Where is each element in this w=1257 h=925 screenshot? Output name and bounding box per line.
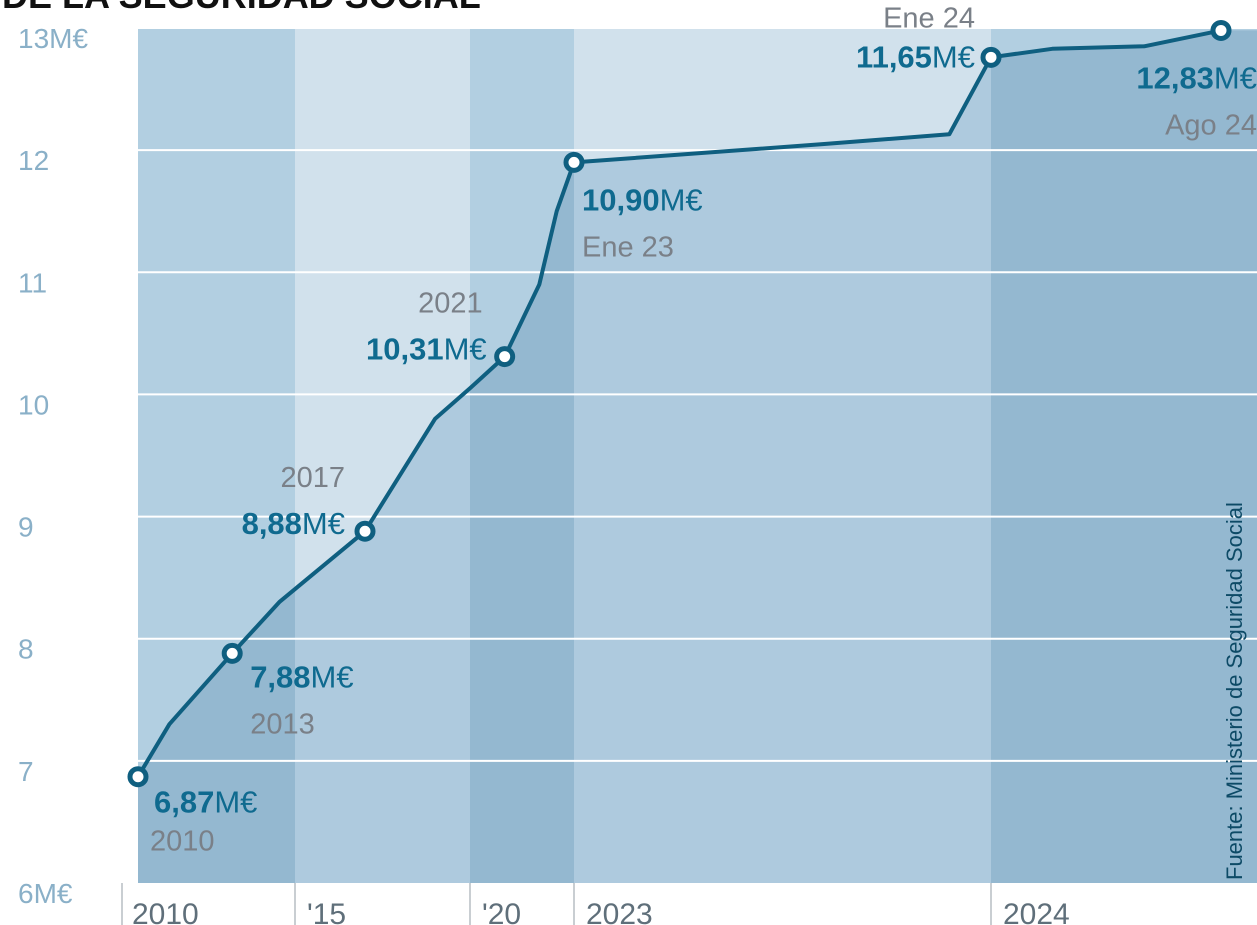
value-label: 7,88M€ [250,659,353,694]
value-label-number: 8,88 [242,506,302,541]
data-points [127,19,1232,788]
series-line [136,28,1222,778]
value-label-unit: M€ [311,659,354,694]
date-label: Ene 24 [883,2,975,34]
y-tick-label: 11 [18,267,47,298]
y-tick-label: 9 [18,512,34,543]
value-label-number: 6,87 [154,785,214,820]
x-tick-label: 2023 [586,898,653,925]
value-label: 10,90M€ [582,182,703,217]
area-fill-2024 [991,30,1257,883]
date-label: Ago 24 [1165,109,1257,141]
y-tick-label: 6M€ [18,878,73,909]
data-point-marker [221,642,243,664]
data-point-marker [354,520,376,542]
y-tick-label: 13M€ [18,23,88,54]
date-label: Ene 23 [582,231,674,263]
value-label: 8,88M€ [242,506,345,541]
data-point-marker [563,151,585,173]
x-tick-label: 2010 [132,898,199,925]
value-label-unit: M€ [302,506,345,541]
date-label: 2010 [150,826,215,858]
chart-title: DE LA SEGURIDAD SOCIAL [2,0,481,16]
y-axis: 13M€ 12 11 10 9 8 7 6M€ [18,23,88,909]
data-point-marker [494,346,516,368]
value-label-unit: M€ [1214,60,1257,95]
x-axis: 2010 '15 '20 2023 2024 [121,883,1070,925]
value-label-number: 12,83 [1136,60,1214,95]
data-point-marker [127,766,149,788]
x-tick-label: '15 [307,898,346,925]
value-label-unit: M€ [214,785,257,820]
area-fill-2023 [574,30,991,883]
y-tick-label: 7 [18,756,34,787]
source-note: Fuente: Ministerio de Seguridad Social [1222,502,1247,880]
x-tick-label: '20 [482,898,521,925]
data-point-marker [980,46,1002,68]
value-label-number: 10,90 [582,182,660,217]
y-tick-label: 12 [18,145,49,176]
date-label: 2013 [250,708,315,740]
value-label-number: 7,88 [250,659,310,694]
value-label: 11,65M€ [856,39,975,74]
series-line-path [136,28,1222,778]
y-tick-label: 8 [18,634,34,665]
value-label-number: 10,31 [366,332,444,367]
y-tick-label: 10 [18,389,49,420]
gridlines [0,27,1257,762]
date-label: 2017 [280,462,345,494]
value-label: 6,87M€ [154,785,257,820]
data-point-marker [1210,19,1232,41]
value-label: 12,83M€ [1136,60,1257,95]
value-label-unit: M€ [444,332,487,367]
value-label-number: 11,65 [856,39,932,74]
value-label: 10,31M€ [366,332,487,367]
data-labels: 6,87M€20107,88M€20138,88M€201710,31M€202… [150,2,1257,857]
date-label: 2021 [418,288,483,320]
x-tick-label: 2024 [1003,898,1070,925]
value-label-unit: M€ [660,182,703,217]
value-label-unit: M€ [932,39,975,74]
